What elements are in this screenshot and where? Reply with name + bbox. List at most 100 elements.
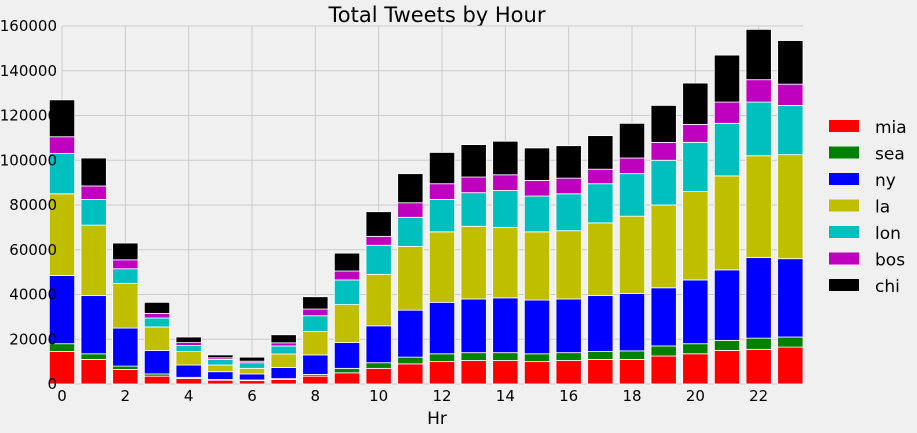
y-tick-label-2: 40000	[9, 286, 57, 304]
bar-sea-21	[713, 339, 741, 351]
bar-chi-6	[238, 356, 266, 362]
legend-swatch-la	[829, 199, 859, 212]
bar-sea-17	[587, 351, 614, 360]
bar-chi-22	[745, 28, 772, 81]
bar-chi-14	[492, 140, 519, 176]
legend-label-lon: lon	[875, 224, 901, 244]
bar-la-9	[333, 304, 361, 344]
legend-swatch-sea	[829, 146, 859, 159]
bar-bos-1	[80, 185, 107, 200]
bar-la-4	[175, 351, 202, 366]
bar-lon-10	[365, 244, 392, 275]
bar-ny-18	[618, 292, 646, 352]
bar-bos-10	[365, 235, 392, 246]
bar-mia-5	[207, 379, 234, 385]
bar-bos-18	[618, 157, 646, 175]
bar-lon-14	[492, 190, 519, 228]
x-tick-label-7: 14	[496, 387, 515, 405]
bar-sea-19	[650, 345, 677, 357]
bar-mia-12	[428, 361, 456, 385]
x-tick-label-4: 8	[311, 387, 321, 405]
bar-lon-15	[523, 195, 551, 233]
bar-bos-2	[112, 259, 139, 270]
bar-la-20	[682, 191, 709, 281]
legend-swatch-chi	[829, 279, 859, 291]
bar-lon-12	[428, 199, 456, 233]
bar-la-7	[270, 353, 297, 368]
bar-chi-3	[143, 301, 171, 314]
bar-ny-1	[80, 295, 107, 355]
bar-sea-14	[492, 352, 519, 361]
bar-ny-5	[207, 371, 234, 380]
bar-ny-12	[428, 301, 456, 355]
bar-sea-15	[523, 353, 551, 363]
bar-ny-16	[555, 298, 582, 354]
x-tick-label-8: 16	[559, 387, 578, 405]
bar-la-13	[460, 225, 487, 300]
bar-chi-12	[428, 152, 456, 185]
bar-la-8	[302, 331, 329, 356]
bar-mia-0	[48, 351, 76, 385]
bar-bos-9	[333, 270, 361, 281]
y-tick-label-8: 160000	[0, 17, 57, 35]
bar-sea-2	[112, 365, 139, 370]
y-tick-label-7: 140000	[0, 62, 57, 80]
bar-mia-13	[460, 360, 487, 385]
bar-lon-0	[48, 153, 76, 195]
bar-la-11	[397, 245, 424, 311]
bar-chi-8	[302, 296, 329, 310]
legend-swatch-mia	[829, 120, 859, 132]
legend-swatch-lon	[829, 226, 859, 238]
x-axis-ticks: 0 2 4 6 8 10 12 14 16 18 20 22	[57, 387, 768, 405]
bar-chi-5	[207, 354, 234, 359]
bar-lon-21	[713, 122, 741, 177]
bar-chi-7	[270, 334, 297, 344]
legend-swatch-bos	[829, 252, 859, 265]
bar-sea-18	[618, 350, 646, 360]
bar-lon-20	[682, 141, 709, 192]
bar-lon-5	[207, 358, 234, 366]
bar-ny-20	[682, 279, 709, 345]
bar-lon-6	[238, 362, 266, 369]
bar-sea-23	[777, 336, 804, 348]
legend: mia sea ny la lon bos chi	[829, 118, 907, 297]
y-tick-label-4: 80000	[9, 196, 57, 214]
bar-bos-21	[713, 101, 741, 124]
bar-la-15	[523, 231, 551, 301]
bar-mia-22	[745, 348, 772, 385]
bar-mia-9	[333, 372, 361, 385]
bar-mia-8	[302, 375, 329, 385]
bar-lon-13	[460, 192, 487, 227]
legend-label-sea: sea	[875, 145, 905, 165]
bar-mia-18	[618, 358, 646, 385]
bar-la-22	[745, 155, 772, 258]
bar-la-18	[618, 215, 646, 294]
bar-chi-19	[650, 105, 677, 143]
bar-la-21	[713, 175, 741, 271]
bar-ny-3	[143, 350, 171, 375]
bar-mia-4	[175, 378, 202, 385]
bar-chi-16	[555, 145, 582, 179]
bar-bos-23	[777, 83, 804, 106]
bar-mia-17	[587, 358, 614, 385]
bar-chi-17	[587, 135, 614, 170]
bar-lon-18	[618, 173, 646, 217]
bar-sea-10	[365, 362, 392, 369]
bar-ny-22	[745, 257, 772, 339]
bar-la-6	[238, 367, 266, 375]
legend-swatch-ny	[829, 173, 859, 185]
x-tick-label-2: 4	[184, 387, 194, 405]
x-tick-label-11: 22	[749, 387, 768, 405]
bar-sea-9	[333, 367, 361, 374]
bar-chi-4	[175, 336, 202, 344]
x-axis-label: Hr	[427, 409, 447, 429]
bar-la-5	[207, 364, 234, 373]
bar-mia-7	[270, 379, 297, 385]
bar-bos-20	[682, 124, 709, 143]
bar-sea-22	[745, 337, 772, 350]
bar-la-14	[492, 226, 519, 299]
bar-mia-23	[777, 346, 804, 385]
bar-bos-15	[523, 179, 551, 197]
bar-mia-19	[650, 355, 677, 385]
